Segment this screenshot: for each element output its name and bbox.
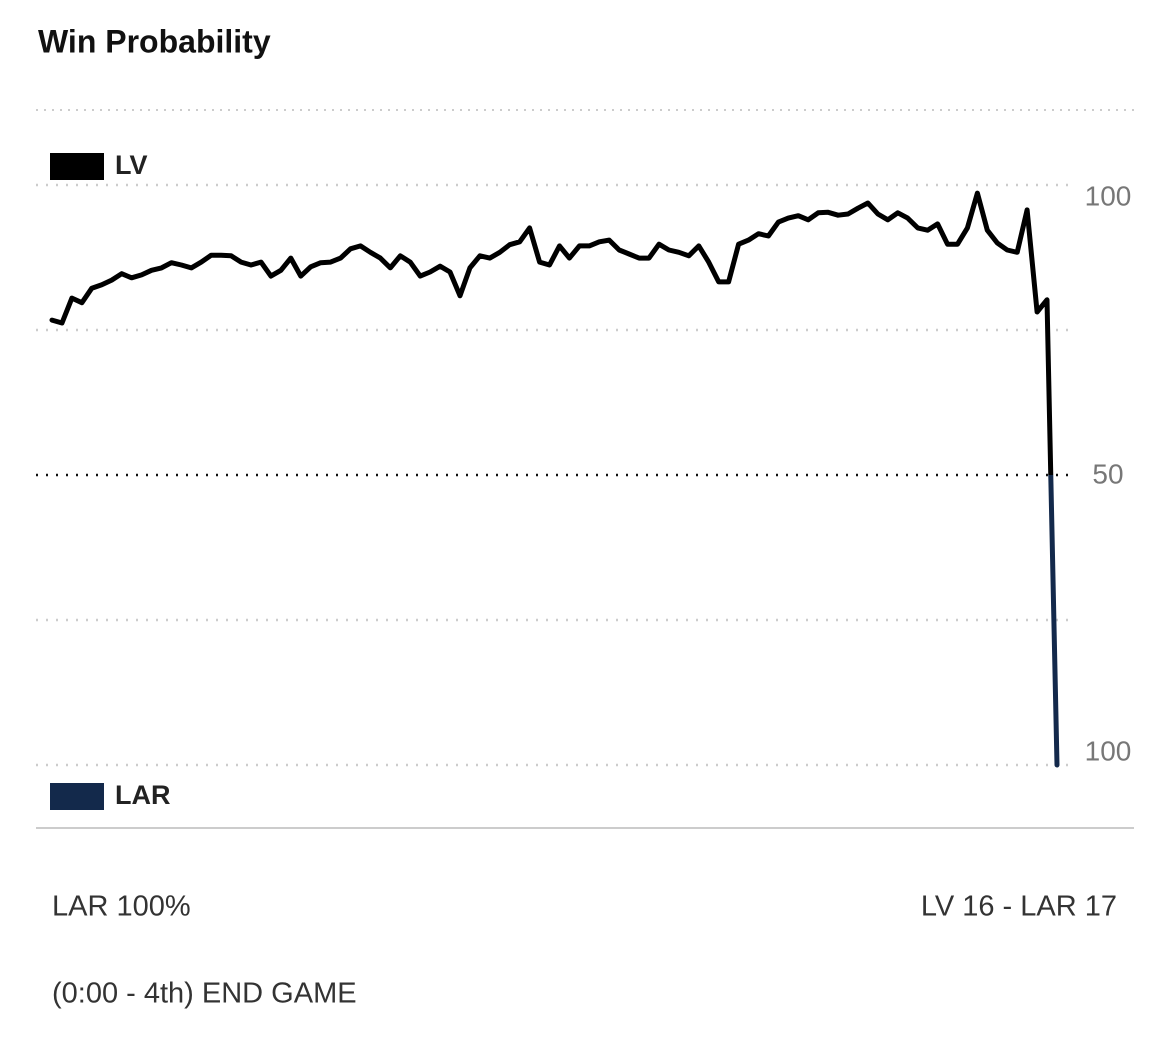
game-status: (0:00 - 4th) END GAME [52, 978, 357, 1010]
win-percent: LAR 100% [52, 891, 191, 923]
legend-swatch [50, 783, 104, 810]
y-tick-label: 50 [1092, 458, 1123, 489]
card-title: Win Probability [38, 23, 271, 59]
legend-label: LV [115, 150, 148, 180]
win-prob-line [1048, 475, 1060, 768]
y-tick-label: 100 [1085, 180, 1132, 211]
legend-label: LAR [115, 780, 171, 810]
legend-swatch [50, 153, 104, 180]
score: LV 16 - LAR 17 [921, 891, 1117, 923]
win-prob-line [49, 190, 1054, 475]
y-tick-label: 100 [1085, 735, 1132, 766]
